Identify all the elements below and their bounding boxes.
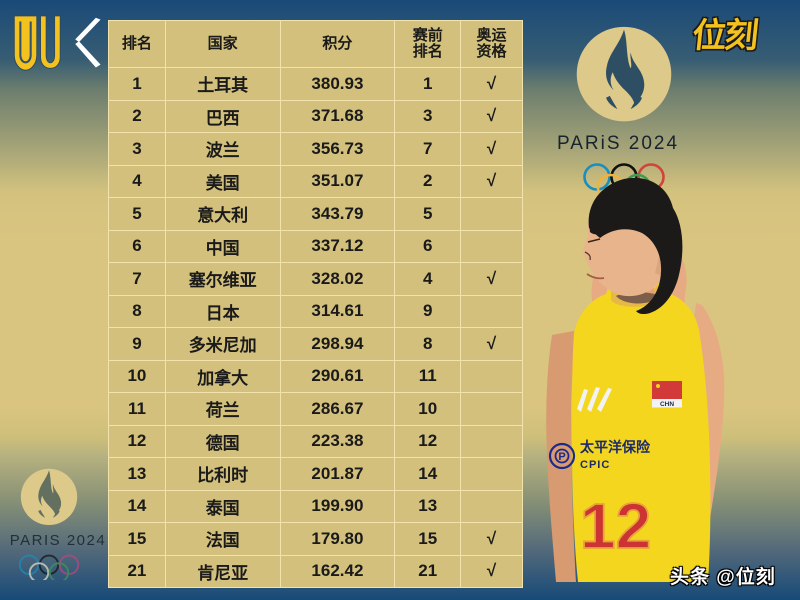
svg-text:P: P — [558, 451, 565, 463]
svg-text:CHN: CHN — [660, 401, 674, 408]
svg-text:太平洋保险: 太平洋保险 — [580, 439, 651, 455]
svg-text:12: 12 — [580, 490, 651, 562]
svg-text:CPIC: CPIC — [580, 459, 610, 471]
